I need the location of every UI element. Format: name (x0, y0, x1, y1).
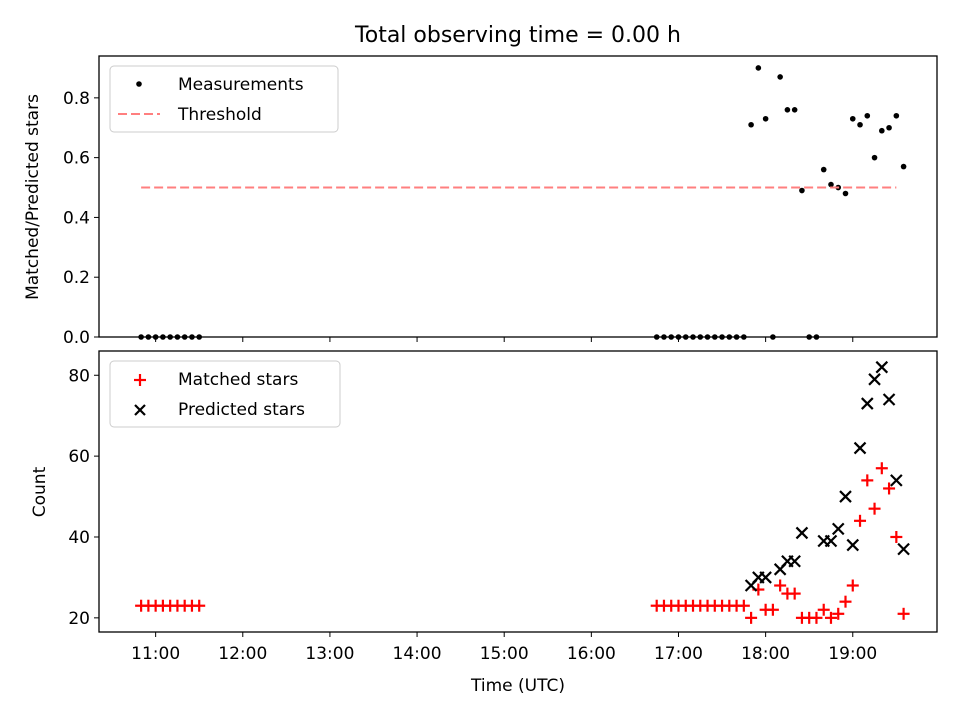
legend-marker-matched-stars (134, 374, 146, 386)
top-legend-box (109, 65, 339, 133)
chart-title: Total observing time = 0.00 h (354, 23, 681, 48)
predicted-stars-point (868, 373, 881, 386)
top-plot-area (138, 65, 907, 340)
predicted-stars-point (759, 571, 772, 584)
predicted-stars-point (890, 474, 903, 487)
measurements-point (857, 121, 863, 128)
measurements-point (784, 107, 791, 113)
x-tick-label: 11:00 (131, 644, 180, 664)
x-tick-label: 14:00 (393, 644, 442, 664)
matched-stars-point (883, 482, 896, 495)
legend-label-measurements: Measurements (178, 75, 304, 95)
matched-stars-point (875, 462, 888, 475)
x-tick-label: 15:00 (480, 644, 529, 664)
matched-stars-point (839, 595, 852, 608)
matched-stars-point (817, 603, 830, 616)
legend-marker-measurements (136, 81, 142, 87)
matched-stars-point (774, 579, 787, 592)
predicted-stars-point (861, 397, 874, 410)
y-tick-label: 0.8 (63, 89, 90, 109)
measurements-point (893, 112, 900, 119)
x-tick-label: 17:00 (654, 644, 703, 664)
matched-stars-point (737, 599, 750, 612)
measurements-point (900, 163, 907, 170)
measurements-point (871, 154, 878, 161)
matched-stars-point (810, 611, 823, 624)
bottom-legend-box (109, 360, 341, 428)
legend-label-matched-stars: Matched stars (178, 370, 298, 390)
measurements-point (864, 112, 871, 119)
predicted-stars-point (824, 534, 838, 548)
y-tick-label: 0.4 (63, 208, 90, 228)
predicted-stars-point (853, 441, 867, 455)
x-tick-label: 13:00 (305, 644, 354, 664)
y-tick-label: 60 (68, 447, 90, 467)
predicted-stars-point (795, 526, 809, 540)
matched-stars-point (745, 611, 758, 624)
predicted-stars-point (875, 360, 889, 374)
measurements-point (886, 124, 892, 131)
matched-stars-point (832, 607, 845, 620)
y-tick-label: 0.2 (63, 268, 90, 288)
x-tick-label: 12:00 (218, 644, 267, 664)
legend-label-predicted-stars: Predicted stars (178, 400, 305, 420)
matched-stars-point (824, 611, 837, 624)
matched-stars-point (766, 603, 779, 616)
top-y-axis: 0.0 0.2 0.4 0.6 0.8 (63, 89, 99, 348)
bottom-axes-frame (98, 350, 938, 633)
x-tick-label: 19:00 (828, 644, 877, 664)
measurements-point (842, 190, 849, 197)
measurements-point (755, 65, 762, 71)
matched-stars-point (854, 514, 867, 527)
y-tick-label: 20 (68, 609, 90, 629)
measurements-point (777, 74, 783, 80)
matched-stars-point (868, 502, 881, 515)
matched-stars-point (897, 607, 910, 620)
y-tick-label: 40 (68, 528, 90, 548)
matched-stars-point (846, 579, 859, 592)
measurements-point (748, 121, 754, 128)
matched-stars-point (788, 587, 801, 600)
matched-stars-point (193, 599, 206, 612)
predicted-stars-point (839, 490, 852, 503)
top-y-axis-label: Matched/Predicted stars (23, 94, 43, 300)
y-tick-label: 0.6 (63, 149, 90, 169)
top-panel: 0.00.20.40.60.8 Matched/Predicted stars … (23, 55, 938, 348)
matched-stars-point (890, 530, 903, 543)
predicted-stars-point (831, 522, 845, 536)
x-tick-label: 18:00 (741, 644, 790, 664)
bottom-y-axis: 20 40 60 80 (68, 366, 99, 629)
x-tick-label: 16:00 (567, 644, 616, 664)
y-tick-label: 0.0 (63, 328, 90, 348)
measurements-point (799, 187, 805, 194)
bottom-plot-area (135, 360, 910, 624)
legend-label-threshold: Threshold (177, 105, 262, 125)
top-x-axis (155, 337, 854, 342)
measurements-point (879, 127, 885, 134)
measurements-point (849, 115, 856, 122)
matched-stars-point (861, 474, 874, 487)
predicted-stars-point (882, 393, 896, 406)
top-axes-frame (98, 55, 938, 338)
top-legend: Measurements Threshold (109, 65, 339, 133)
measurements-point (820, 166, 827, 173)
predicted-stars-point (846, 538, 860, 552)
predicted-stars-point (788, 554, 801, 568)
legend-marker-predicted-stars (134, 404, 146, 416)
y-tick-label: 80 (68, 366, 90, 386)
predicted-stars-point (897, 542, 910, 556)
bottom-legend: Matched stars Predicted stars (109, 360, 341, 428)
bottom-x-axis: 11:00 12:00 13:00 14:00 15:00 16:00 17:00 18:00… (131, 632, 877, 664)
measurements-point (791, 107, 798, 113)
measurements-point (828, 181, 834, 188)
x-axis-label: Time (UTC) (470, 676, 565, 696)
bottom-y-axis-label: Count (30, 466, 50, 517)
measurements-point (762, 115, 769, 122)
